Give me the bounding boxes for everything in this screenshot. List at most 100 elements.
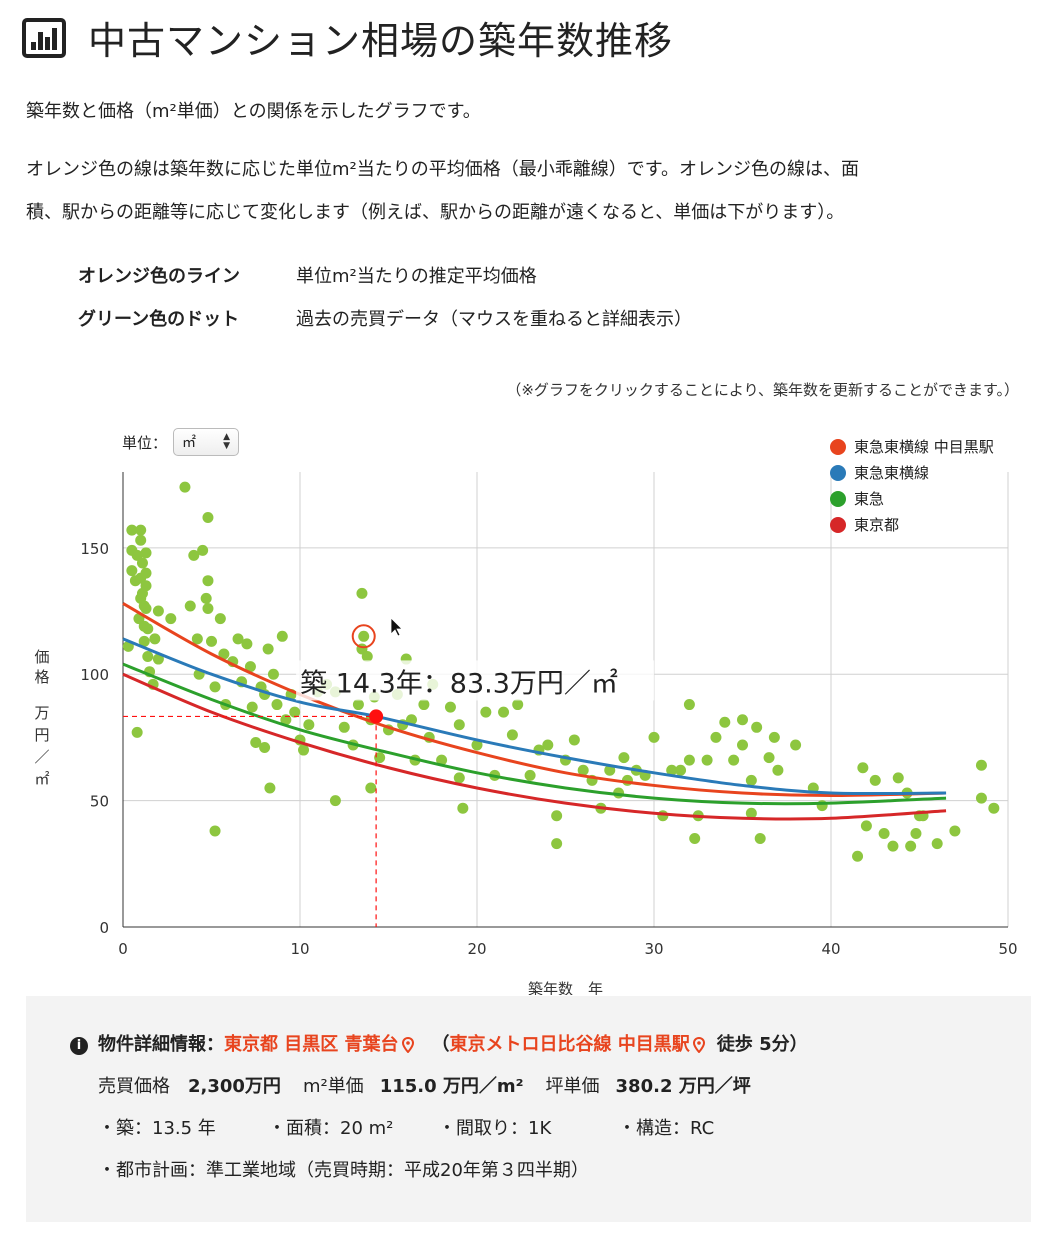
data-point[interactable]: [892, 772, 904, 784]
legend-swatch[interactable]: [830, 465, 846, 481]
data-point[interactable]: [444, 701, 456, 713]
data-point[interactable]: [737, 714, 748, 726]
data-point[interactable]: [126, 524, 138, 536]
data-point[interactable]: [551, 838, 563, 850]
data-point[interactable]: [745, 807, 757, 819]
data-point[interactable]: [568, 734, 580, 746]
data-point[interactable]: [737, 739, 748, 751]
data-point[interactable]: [191, 633, 203, 645]
data-point[interactable]: [675, 764, 687, 776]
data-point[interactable]: [498, 706, 510, 718]
data-point[interactable]: [763, 752, 775, 764]
data-point[interactable]: [988, 802, 1000, 814]
data-point[interactable]: [152, 605, 164, 617]
data-point[interactable]: [264, 782, 276, 794]
detail-address[interactable]: 東京都 目黒区 青葉台: [224, 1034, 399, 1055]
data-point[interactable]: [267, 668, 279, 680]
data-point[interactable]: [689, 833, 701, 845]
data-point[interactable]: [666, 764, 678, 776]
data-point[interactable]: [140, 580, 152, 592]
data-point[interactable]: [232, 633, 244, 645]
data-point[interactable]: [905, 840, 917, 852]
data-point[interactable]: [790, 739, 802, 751]
data-point[interactable]: [303, 719, 315, 731]
data-point[interactable]: [768, 731, 780, 743]
data-point[interactable]: [135, 524, 147, 536]
data-point[interactable]: [577, 764, 589, 776]
data-point[interactable]: [754, 833, 766, 845]
data-point[interactable]: [250, 736, 262, 748]
data-point[interactable]: [480, 706, 492, 718]
map-pin-icon[interactable]: [401, 1037, 414, 1053]
data-point[interactable]: [206, 635, 217, 647]
data-point[interactable]: [683, 754, 695, 766]
data-point[interactable]: [142, 623, 154, 635]
data-point[interactable]: [298, 744, 310, 756]
data-point[interactable]: [202, 512, 214, 523]
data-point[interactable]: [457, 802, 469, 814]
data-point[interactable]: [453, 772, 465, 784]
data-point[interactable]: [512, 699, 524, 711]
data-point[interactable]: [202, 603, 214, 614]
data-point[interactable]: [262, 643, 274, 655]
data-point[interactable]: [165, 613, 177, 625]
data-point[interactable]: [878, 827, 890, 839]
data-point[interactable]: [214, 613, 226, 625]
data-point[interactable]: [188, 549, 200, 561]
data-point[interactable]: [869, 774, 881, 786]
data-point[interactable]: [209, 681, 221, 693]
data-point[interactable]: [140, 547, 152, 559]
data-point[interactable]: [352, 699, 364, 711]
data-point[interactable]: [471, 739, 483, 751]
data-point[interactable]: [135, 534, 147, 546]
data-point[interactable]: [745, 774, 757, 786]
data-point[interactable]: [728, 754, 740, 766]
map-pin-icon[interactable]: [692, 1037, 705, 1053]
legend-swatch[interactable]: [830, 439, 846, 455]
data-point[interactable]: [701, 754, 713, 766]
legend-swatch[interactable]: [830, 491, 846, 507]
data-point[interactable]: [200, 592, 212, 604]
data-point[interactable]: [289, 706, 301, 718]
data-point[interactable]: [131, 726, 143, 738]
data-point[interactable]: [329, 795, 341, 807]
data-point[interactable]: [618, 752, 630, 764]
data-point[interactable]: [149, 633, 161, 645]
data-point[interactable]: [126, 565, 138, 577]
data-point[interactable]: [418, 699, 430, 711]
data-point[interactable]: [710, 731, 722, 743]
data-point[interactable]: [648, 731, 660, 743]
data-point[interactable]: [751, 721, 763, 733]
unit-select[interactable]: ㎡ ▲ ▼: [173, 428, 240, 456]
data-point[interactable]: [259, 742, 271, 754]
data-point[interactable]: [949, 825, 961, 837]
data-point[interactable]: [524, 769, 536, 781]
data-point[interactable]: [361, 651, 373, 663]
data-point[interactable]: [142, 651, 154, 663]
data-point[interactable]: [358, 630, 370, 642]
data-point[interactable]: [852, 850, 864, 862]
data-point[interactable]: [683, 699, 695, 711]
data-point[interactable]: [356, 587, 368, 599]
data-point[interactable]: [244, 661, 256, 673]
data-point[interactable]: [887, 840, 899, 852]
data-point[interactable]: [436, 754, 448, 766]
data-point[interactable]: [860, 820, 872, 832]
data-point[interactable]: [140, 603, 152, 614]
detail-station[interactable]: 東京メトロ日比谷線 中目黒駅: [449, 1034, 690, 1055]
data-point[interactable]: [202, 575, 214, 587]
data-point[interactable]: [246, 701, 258, 713]
data-point[interactable]: [975, 759, 987, 771]
data-point[interactable]: [241, 638, 253, 650]
data-point[interactable]: [152, 653, 164, 665]
data-point[interactable]: [719, 716, 731, 728]
data-point[interactable]: [276, 630, 288, 642]
data-point[interactable]: [140, 567, 152, 579]
data-point[interactable]: [453, 719, 465, 731]
legend-swatch[interactable]: [830, 517, 846, 533]
data-point[interactable]: [271, 699, 283, 711]
data-point[interactable]: [136, 557, 148, 569]
data-point[interactable]: [551, 810, 563, 822]
data-point[interactable]: [374, 752, 386, 764]
